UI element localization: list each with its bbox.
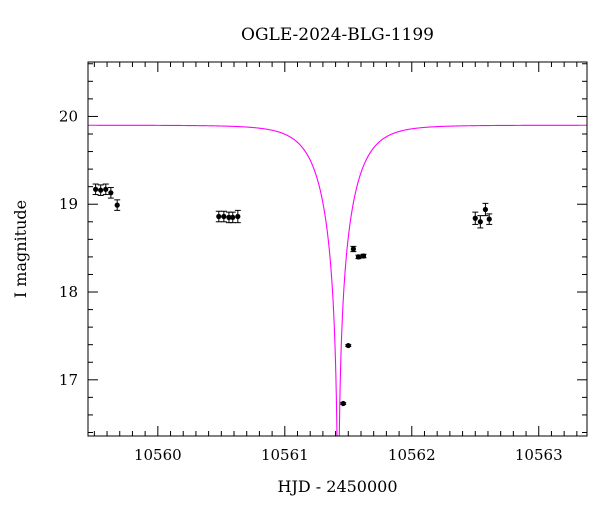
- data-point: [355, 254, 362, 260]
- data-point: [226, 214, 232, 220]
- data-point: [93, 186, 99, 192]
- data-points-layer: [92, 183, 493, 407]
- data-point: [360, 253, 367, 259]
- model-curve: [88, 124, 587, 436]
- plot-frame: [87, 61, 588, 437]
- x-tick-label: 10562: [388, 446, 436, 464]
- y-tick-label: 19: [59, 195, 78, 213]
- data-point: [340, 400, 346, 407]
- chart-title: OGLE-2024-BLG-1199: [241, 25, 434, 45]
- y-tick-label: 20: [59, 107, 78, 125]
- data-point: [98, 187, 104, 193]
- data-point: [350, 246, 356, 252]
- x-tick-label: 10561: [261, 446, 309, 464]
- x-tick-label: 10560: [134, 446, 182, 464]
- y-tick-label: 17: [59, 371, 78, 389]
- x-tick-label: 10563: [515, 446, 563, 464]
- data-point: [486, 216, 492, 222]
- y-axis-label: I magnitude: [11, 200, 30, 298]
- x-axis-label: HJD - 2450000: [277, 477, 397, 496]
- data-point: [216, 213, 222, 220]
- data-point: [472, 215, 478, 221]
- data-point: [477, 219, 483, 225]
- data-point: [482, 206, 489, 213]
- data-point: [103, 186, 109, 192]
- data-point: [345, 342, 351, 349]
- model-curve-layer: [88, 124, 587, 436]
- data-point: [230, 214, 236, 220]
- data-point: [108, 190, 114, 196]
- data-point: [235, 213, 241, 220]
- data-point: [114, 202, 120, 208]
- data-point: [221, 213, 227, 220]
- y-tick-label: 18: [59, 283, 78, 301]
- axis-ticks: 10560 10561 10562 10563 17 18 19 20: [59, 62, 587, 464]
